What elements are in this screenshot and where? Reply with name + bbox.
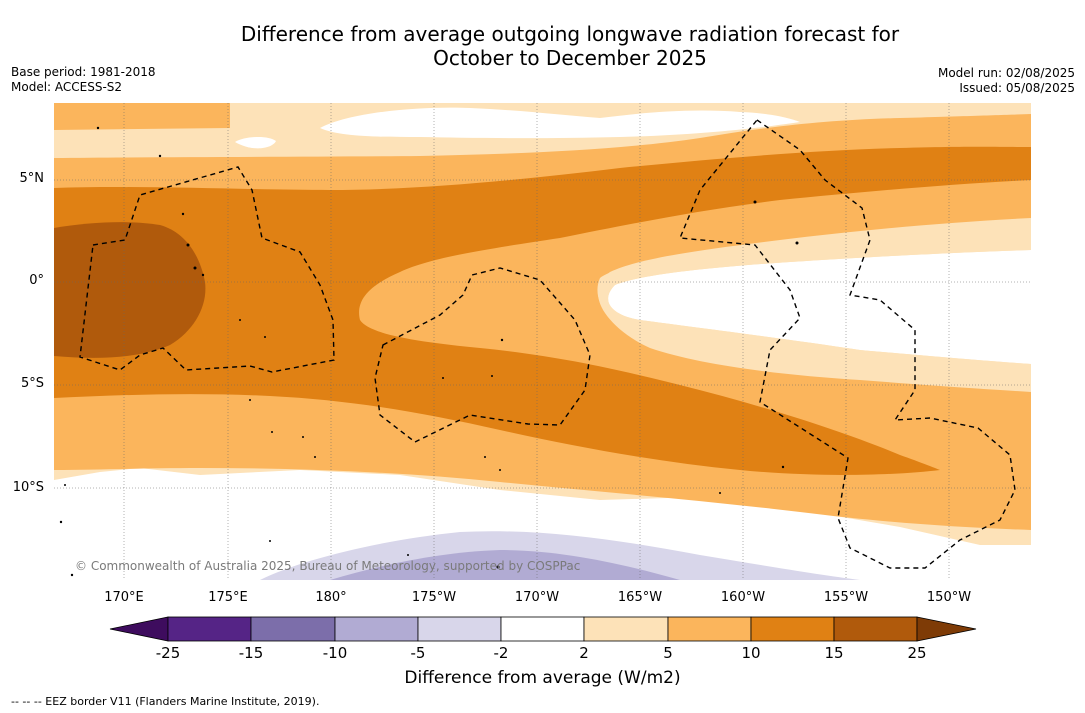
graticule	[54, 103, 1031, 580]
map-title: Difference from average outgoing longwav…	[0, 22, 1085, 70]
colorbar-bin-2-5	[583, 616, 669, 642]
colorbar-extend-low	[109, 616, 169, 642]
colorbar-bin-neg5-neg2	[417, 616, 502, 642]
anomaly-band-2-5-east	[598, 218, 1031, 390]
meta-left: Base period: 1981-2018 Model: ACCESS-S2	[11, 65, 156, 95]
colorbar-tick-neg15: -15	[238, 644, 264, 662]
lon-label-150w: 150°W	[926, 590, 972, 605]
colorbar-extend-high	[916, 616, 977, 642]
lon-label-175w: 175°W	[411, 590, 457, 605]
colorbar-tick-neg25: -25	[155, 644, 181, 662]
anomaly-core-15-25	[54, 222, 206, 358]
lon-label-155w: 155°W	[823, 590, 869, 605]
map-plot-area	[54, 103, 1031, 580]
colorbar-tick-15: 15	[824, 644, 844, 662]
anomaly-band-neg-5-10	[330, 550, 680, 580]
lon-label-160w: 160°W	[720, 590, 766, 605]
lat-label-10s: 10°S	[12, 480, 44, 495]
colorbar-tick-neg2: -2	[493, 644, 509, 662]
model-run: Model run: 02/08/2025	[937, 66, 1075, 80]
anomaly-patch-near-zero-small	[235, 136, 276, 149]
colorbar-tick-10: 10	[741, 644, 761, 662]
colorbar-bin-neg2-2	[500, 616, 585, 642]
colorbar-tick-neg5: -5	[410, 644, 426, 662]
colorbar-bin-10-15	[750, 616, 835, 642]
anomaly-band-10-15	[54, 146, 1031, 475]
eez-footnote: -- -- -- EEZ border V11 (Flanders Marine…	[11, 695, 320, 708]
lon-label-180: 180°	[315, 590, 347, 605]
issued-date: Issued: 05/08/2025	[959, 81, 1075, 95]
lon-label-165w: 165°W	[617, 590, 663, 605]
colorbar-tick-5: 5	[663, 644, 673, 662]
eez-border-west	[79, 166, 335, 373]
eez-borders	[79, 119, 1016, 569]
lon-label-170w: 170°W	[514, 590, 560, 605]
anomaly-patch-near-zero-north	[320, 107, 800, 139]
lat-label-5n: 5°N	[19, 171, 45, 186]
model-name: Model: ACCESS-S2	[11, 80, 123, 94]
colorbar-tick-neg10: -10	[322, 644, 348, 662]
title-line-1: Difference from average outgoing longwav…	[240, 22, 900, 46]
colorbar-bin-5-10	[667, 616, 752, 642]
copyright-credit: © Commonwealth of Australia 2025, Bureau…	[75, 559, 581, 573]
eez-border-central	[374, 267, 591, 443]
title-line-2: October to December 2025	[433, 46, 707, 70]
colorbar-bin-neg10-neg5	[334, 616, 419, 642]
colorbar-bin-neg15-neg10	[250, 616, 336, 642]
lat-label-5s: 5°S	[20, 376, 44, 391]
lat-label-0: 0°	[29, 273, 44, 288]
island-markers	[59, 126, 799, 577]
anomaly-tongue-near-zero-east	[608, 250, 1031, 364]
eez-border-north-east	[678, 119, 1016, 569]
colorbar-tick-2: 2	[579, 644, 589, 662]
colorbar	[109, 616, 977, 642]
colorbar-bin-15-25	[833, 616, 918, 642]
colorbar-tick-25: 25	[907, 644, 927, 662]
lon-label-170e: 170°E	[104, 590, 144, 605]
colorbar-bin-neg25-neg15	[167, 616, 252, 642]
base-period: Base period: 1981-2018	[11, 65, 156, 79]
lon-label-175e: 175°E	[208, 590, 248, 605]
meta-right: Model run: 02/08/2025 Issued: 05/08/2025	[938, 66, 1075, 96]
colorbar-title: Difference from average (W/m2)	[404, 668, 681, 688]
